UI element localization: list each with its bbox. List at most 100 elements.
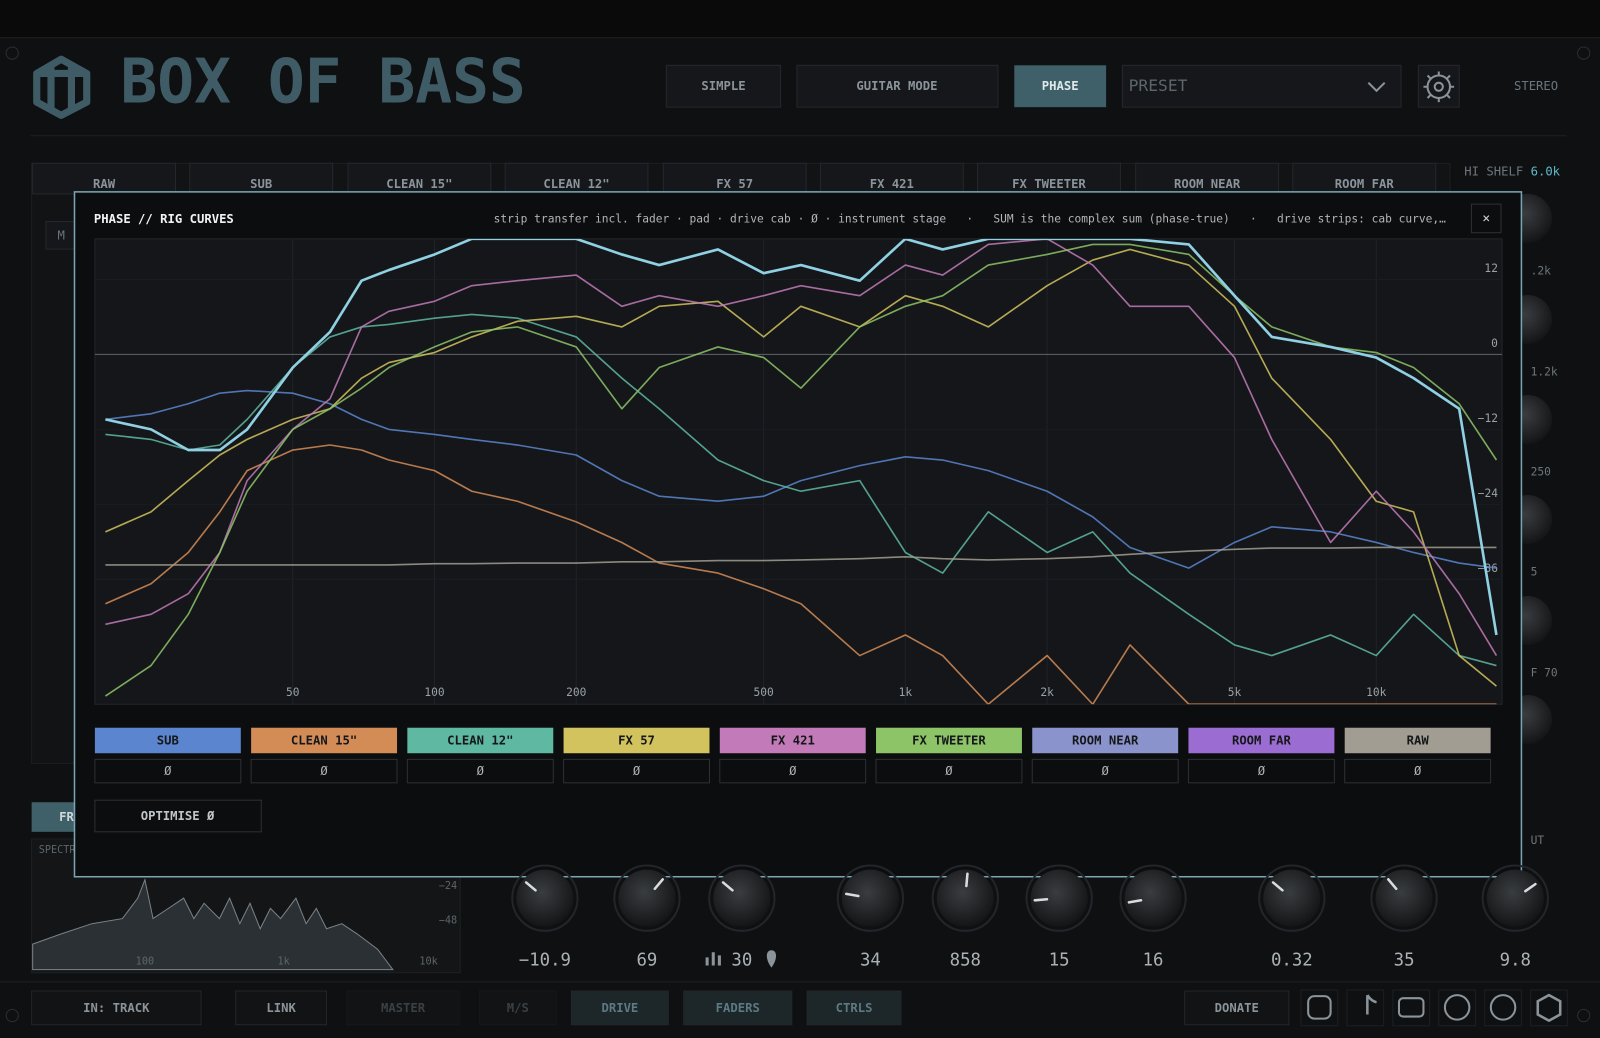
knob-pointer bbox=[1033, 897, 1049, 902]
strip-button[interactable] bbox=[251, 727, 398, 754]
optimise-button[interactable] bbox=[94, 799, 262, 833]
preset-label: PRESET bbox=[1129, 76, 1188, 95]
phase-toggle[interactable] bbox=[563, 758, 710, 784]
knob[interactable] bbox=[516, 869, 574, 927]
strip-name: SUB bbox=[157, 733, 179, 747]
social-button[interactable] bbox=[1484, 989, 1522, 1027]
strip-button[interactable] bbox=[1344, 727, 1491, 754]
optimise-label: OPTIMISE Ø bbox=[141, 809, 215, 823]
strip-tab[interactable] bbox=[662, 162, 807, 195]
strip-tab[interactable] bbox=[1292, 162, 1437, 195]
knob[interactable] bbox=[1263, 869, 1321, 927]
strip-name: FX 421 bbox=[771, 733, 815, 747]
knob[interactable] bbox=[713, 869, 771, 927]
dropdown-arrow bbox=[1367, 81, 1386, 93]
footer-button[interactable] bbox=[570, 990, 669, 1026]
knob[interactable] bbox=[1486, 869, 1544, 927]
pin-icon bbox=[766, 950, 777, 968]
phase-toggle[interactable] bbox=[94, 758, 242, 784]
phase-toggle[interactable] bbox=[1187, 758, 1335, 784]
app-title: BOX OF BASS bbox=[120, 46, 525, 117]
phase-toggle[interactable] bbox=[1031, 758, 1179, 784]
strip-tab[interactable] bbox=[977, 162, 1121, 195]
strip-button[interactable] bbox=[876, 727, 1022, 754]
strip-button[interactable] bbox=[407, 727, 554, 754]
knob[interactable] bbox=[1124, 869, 1182, 927]
hi-shelf-value: 6.0k bbox=[1531, 164, 1561, 178]
phase-label: Ø bbox=[1102, 764, 1110, 778]
simple-button[interactable] bbox=[665, 64, 782, 108]
hi-shelf-label: HI SHELF bbox=[1464, 164, 1523, 178]
strip-tab-label: ROOM NEAR bbox=[1174, 177, 1241, 191]
social-button[interactable] bbox=[1438, 989, 1477, 1027]
social-icon bbox=[1489, 994, 1517, 1021]
footer-button-label: FADERS bbox=[716, 1001, 760, 1015]
knob-value: 35 bbox=[1394, 950, 1415, 970]
spectrum-trace bbox=[32, 878, 394, 971]
strip-name: RAW bbox=[1407, 733, 1430, 747]
social-icon bbox=[1536, 993, 1562, 1023]
knob[interactable] bbox=[618, 869, 676, 927]
strip-tab-label: FX 421 bbox=[870, 177, 914, 191]
footer-button[interactable] bbox=[31, 990, 202, 1026]
mode-box[interactable] bbox=[45, 220, 78, 250]
curve bbox=[105, 238, 1498, 656]
footer-button[interactable] bbox=[235, 990, 328, 1026]
knob[interactable] bbox=[841, 869, 899, 927]
strip-button[interactable] bbox=[1032, 727, 1179, 754]
x-tick-label: 1k bbox=[899, 686, 913, 699]
phase-button[interactable] bbox=[1014, 65, 1107, 108]
close-button[interactable] bbox=[1470, 203, 1502, 234]
footer-button[interactable] bbox=[806, 990, 902, 1026]
phase-label: Ø bbox=[1414, 764, 1422, 778]
phase-toggle[interactable] bbox=[719, 758, 867, 784]
y-tick-label: −24 bbox=[1478, 487, 1499, 500]
hi-shelf: HI SHELF 6.0k bbox=[1464, 164, 1560, 178]
strip-name: FX TWEETER bbox=[912, 733, 986, 747]
knob-value: 9.8 bbox=[1500, 950, 1531, 970]
social-button[interactable] bbox=[1346, 989, 1385, 1027]
phase-toggle[interactable] bbox=[875, 758, 1023, 784]
guitar-mode-button[interactable] bbox=[796, 64, 999, 108]
knob-pointer bbox=[524, 881, 537, 892]
footer-button[interactable] bbox=[346, 990, 460, 1026]
x-tick-label: 2k bbox=[1040, 686, 1054, 699]
donate-button[interactable] bbox=[1184, 990, 1290, 1026]
social-button[interactable] bbox=[1392, 989, 1431, 1027]
spectrum-ytick: −24 bbox=[439, 881, 457, 892]
phase-toggle[interactable] bbox=[250, 758, 398, 784]
knob-value: 0.32 bbox=[1271, 950, 1313, 970]
strip-tab[interactable] bbox=[347, 162, 492, 195]
footer-button[interactable] bbox=[683, 990, 793, 1026]
strip-tab[interactable] bbox=[504, 162, 649, 195]
preset-dropdown[interactable] bbox=[1121, 64, 1402, 108]
x-tick-label: 200 bbox=[566, 686, 587, 699]
knob-value: 69 bbox=[637, 950, 658, 970]
y-tick-label: −12 bbox=[1478, 412, 1498, 425]
strip-button[interactable] bbox=[719, 727, 866, 754]
phase-toggle[interactable] bbox=[406, 758, 554, 784]
x-tick-label: 100 bbox=[424, 686, 445, 699]
strip-tab[interactable] bbox=[819, 162, 964, 195]
knob-value: 858 bbox=[950, 950, 981, 970]
guitar-mode-label: GUITAR MODE bbox=[856, 79, 937, 93]
knob-pointer bbox=[1387, 878, 1398, 891]
curve bbox=[105, 248, 1497, 687]
knob[interactable] bbox=[936, 869, 994, 927]
social-button[interactable] bbox=[1300, 989, 1339, 1027]
phase-toggle[interactable] bbox=[1344, 758, 1492, 784]
donate-label: DONATE bbox=[1215, 1001, 1259, 1015]
logo bbox=[33, 55, 91, 119]
knob[interactable] bbox=[1375, 869, 1433, 927]
strip-button[interactable] bbox=[1188, 727, 1335, 754]
knob-pointer bbox=[1271, 881, 1284, 892]
top-bar bbox=[0, 0, 1600, 38]
social-button[interactable] bbox=[1530, 989, 1568, 1027]
footer-button[interactable] bbox=[479, 990, 557, 1026]
knob-value: 34 bbox=[860, 950, 881, 970]
strip-button[interactable] bbox=[94, 727, 241, 754]
strip-tab[interactable] bbox=[1135, 162, 1280, 195]
strip-button[interactable] bbox=[563, 727, 710, 754]
knob-pointer bbox=[721, 881, 734, 892]
knob[interactable] bbox=[1030, 869, 1088, 927]
